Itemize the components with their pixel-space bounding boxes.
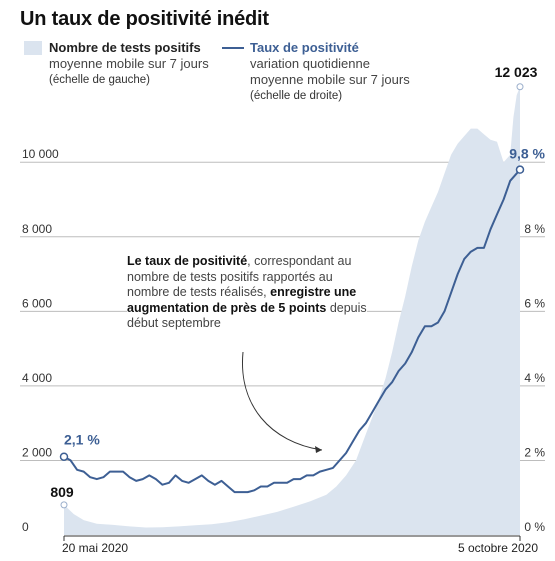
- rate-end-marker: [515, 165, 525, 174]
- x-label-start: 20 mai 2020: [62, 541, 128, 555]
- right-tick-8: 8 %: [524, 222, 545, 236]
- legend-rate-scale: (échelle de droite): [250, 90, 343, 102]
- rate-start-label: 2,1 %: [64, 432, 100, 448]
- left-tick-0: 0: [22, 520, 29, 534]
- annotation-part1: Le taux de positivité: [127, 254, 248, 268]
- legend-line-swatch: [222, 47, 244, 49]
- tests-area-path: [64, 86, 520, 536]
- tests-start-marker: [60, 501, 68, 509]
- right-tick-2: 2 %: [524, 445, 545, 459]
- rate-line-path: [63, 169, 521, 494]
- x-label-end: 5 octobre 2020: [458, 541, 538, 555]
- rate-start-marker: [59, 452, 69, 461]
- rate-line: [63, 169, 521, 494]
- left-tick-6000: 6 000: [22, 296, 52, 310]
- left-tick-2000: 2 000: [22, 445, 52, 459]
- legend-tests: Nombre de tests positifs moyenne mobile …: [24, 40, 209, 88]
- tests-area: [64, 86, 520, 536]
- annotation-arrow: [241, 351, 323, 451]
- annotation-part4: depuis début septembre: [127, 300, 367, 331]
- legend-rate-name: Taux de positivité: [250, 40, 359, 55]
- chart-title: Un taux de positivité inédit: [20, 8, 269, 30]
- tests-start-label: 809: [50, 484, 74, 500]
- tick-labels: 0 2 000 4 000 6 000 8 000 10 000 0 % 2 % 4 % 6 % 8…: [22, 147, 545, 555]
- legend-rate-desc1: variation quotidienne: [250, 56, 370, 71]
- annotation-part2: , correspondant au nombre de tests posit…: [127, 254, 352, 299]
- legend-rate-desc2: moyenne mobile sur 7 jours: [250, 72, 410, 87]
- rate-end-label: 9,8 %: [509, 146, 545, 162]
- callouts: 809 12 023 2,1 % 9,8 %: [50, 64, 546, 509]
- left-tick-4000: 4 000: [22, 371, 52, 385]
- right-tick-0: 0 %: [524, 520, 545, 534]
- left-tick-10000: 10 000: [22, 147, 59, 161]
- right-tick-6: 6 %: [524, 296, 545, 310]
- annotation-part3: enregistre une augmentation de près de 5…: [127, 285, 357, 315]
- legend-tests-name: Nombre de tests positifs: [49, 40, 201, 55]
- annotation-text: Le taux de positivité, correspondant au …: [127, 254, 367, 332]
- legend-tests-scale: (échelle de gauche): [49, 74, 151, 86]
- tests-end-label: 12 023: [495, 64, 538, 80]
- right-tick-4: 4 %: [524, 371, 545, 385]
- tests-end-marker: [516, 83, 524, 91]
- legend-rate: Taux de positivité variation quotidienne…: [222, 40, 410, 104]
- legend-tests-desc: moyenne mobile sur 7 jours: [49, 56, 209, 71]
- legend-area-swatch: [24, 41, 42, 55]
- left-tick-8000: 8 000: [22, 222, 52, 236]
- annotation-arrowhead: [315, 446, 322, 453]
